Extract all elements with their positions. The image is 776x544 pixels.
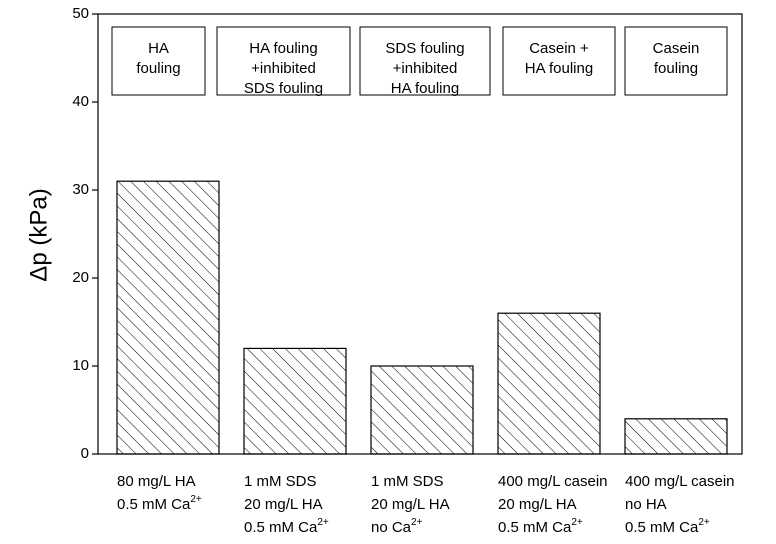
annotation-box <box>111 26 206 96</box>
annotation: fouling <box>136 60 180 77</box>
annotation-box <box>216 26 351 96</box>
y-tick-label: 20 <box>72 269 89 286</box>
y-tick-label: 10 <box>72 357 89 374</box>
x-tick-label: 0.5 mM Ca2+ <box>244 517 329 536</box>
y-axis-label: Δp (kPa) <box>25 188 52 281</box>
annotation: Casein + <box>529 40 589 57</box>
annotation: HA fouling <box>249 40 317 57</box>
x-tick-label: 80 mg/L HA <box>117 473 196 490</box>
bar <box>116 180 220 455</box>
x-tick-label: 20 mg/L HA <box>371 496 450 513</box>
x-tick-label: no HA <box>625 496 667 513</box>
x-tick-label: 0.5 mM Ca2+ <box>625 517 710 536</box>
x-tick-label: no Ca2+ <box>371 517 423 536</box>
annotation-box <box>502 26 616 96</box>
y-tick-label: 30 <box>72 181 89 198</box>
annotation-box <box>359 26 491 96</box>
y-tick-label: 40 <box>72 93 89 110</box>
annotation: +inhibited <box>251 60 316 77</box>
annotation: HA fouling <box>525 60 593 77</box>
x-tick-label: 0.5 mM Ca2+ <box>117 494 202 513</box>
x-tick-label: 1 mM SDS <box>244 473 317 490</box>
annotation: HA fouling <box>391 80 459 97</box>
bar <box>370 365 474 455</box>
y-tick-label: 0 <box>81 445 89 462</box>
annotation: fouling <box>654 60 698 77</box>
bar <box>243 347 347 455</box>
annotation: Casein <box>653 40 700 57</box>
x-tick-label: 0.5 mM Ca2+ <box>498 517 583 536</box>
annotation: SDS fouling <box>244 80 323 97</box>
annotation: +inhibited <box>393 60 458 77</box>
x-tick-label: 400 mg/L casein <box>625 473 735 490</box>
x-tick-label: 400 mg/L casein <box>498 473 608 490</box>
x-tick-label: 1 mM SDS <box>371 473 444 490</box>
x-tick-label: 20 mg/L HA <box>498 496 577 513</box>
bar <box>624 418 728 455</box>
annotation-box <box>624 26 728 96</box>
annotation: SDS fouling <box>385 40 464 57</box>
y-tick-label: 50 <box>72 5 89 22</box>
annotation: HA <box>148 40 169 57</box>
bar <box>497 312 601 455</box>
x-tick-label: 20 mg/L HA <box>244 496 323 513</box>
